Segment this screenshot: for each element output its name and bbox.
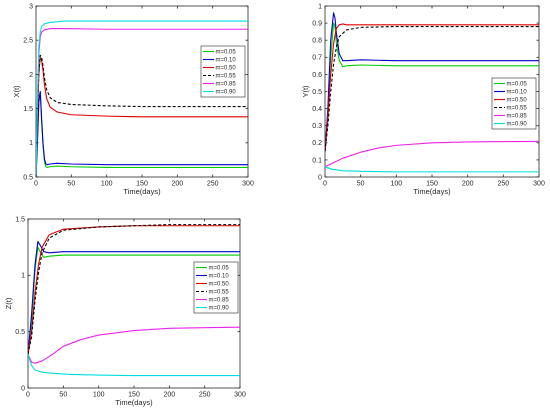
series-line-5 (36, 20, 248, 177)
legend-box (491, 77, 537, 130)
x-axis-label: Time(days) (413, 187, 451, 196)
y-tick-label: 3 (29, 3, 33, 10)
legend-label: m=0.55 (209, 290, 230, 296)
x-tick-label: 100 (101, 181, 113, 188)
y-tick-label: 1 (21, 273, 25, 280)
y-tick-label: 2.5 (23, 38, 33, 45)
x-tick-label: 150 (128, 392, 140, 399)
y-tick-label: 0.2 (312, 140, 322, 147)
x-tick-label: 300 (234, 392, 246, 399)
x-tick-label: 200 (171, 181, 183, 188)
legend-label: m=0.05 (216, 50, 237, 56)
y-tick-label: 0.9 (312, 21, 322, 28)
legend-label: m=0.90 (216, 90, 237, 96)
x-axis-label: Time(days) (115, 398, 153, 407)
series-group (325, 12, 539, 173)
x-tick-label: 0 (323, 181, 327, 188)
legend-label: m=0.10 (216, 58, 237, 64)
y-tick-label: 0.6 (312, 72, 322, 79)
series-line-0 (325, 22, 539, 152)
y-tick-label: 0.4 (312, 106, 322, 113)
x-tick-label: 150 (426, 181, 438, 188)
x-tick-label: 250 (207, 181, 219, 188)
series-line-5 (325, 166, 539, 173)
x-tick-label: 0 (26, 392, 30, 399)
legend-label: m=0.55 (507, 106, 528, 112)
legend-label: m=0.05 (507, 82, 528, 88)
x-tick-label: 250 (497, 181, 509, 188)
y-tick-label: 0.5 (312, 89, 322, 96)
legend-box (193, 261, 239, 314)
x-tick-label: 100 (390, 181, 402, 188)
series-line-3 (325, 25, 539, 152)
series-line-4 (325, 140, 539, 168)
x-tick-label: 50 (357, 181, 365, 188)
y-tick-label: 0.8 (312, 38, 322, 45)
legend-label: m=0.55 (216, 74, 237, 80)
x-tick-label: 200 (163, 392, 175, 399)
legend: m=0.05 m=0.10 m=0.50 m=0.55 m=0.85 m=0.90 (193, 261, 239, 314)
series-line-2 (325, 23, 539, 152)
x-axis-label: Time(days) (123, 187, 161, 196)
legend-label: m=0.50 (209, 282, 230, 288)
series-line-1 (36, 90, 248, 177)
legend: m=0.05 m=0.10 m=0.50 m=0.55 m=0.85 m=0.90 (491, 77, 537, 130)
x-tick-label: 100 (93, 392, 105, 399)
series-line-3 (36, 54, 248, 177)
y-tick-label: 1 (29, 140, 33, 147)
legend-label: m=0.10 (507, 90, 528, 96)
chart-panel-x: 0 50 100 150 200 250 300 0.5 1 1.5 2 2.5 3 Time(days)… (12, 3, 254, 196)
y-tick-label: 1.5 (23, 106, 33, 113)
legend-label: m=0.85 (216, 82, 237, 88)
chart-panel-z: 0 50 100 150 200 250 300 0 0.5 1 1.5 Time(days) Z(t)… (4, 216, 246, 407)
series-group (36, 20, 248, 177)
series-group (28, 224, 240, 377)
legend-label: m=0.85 (209, 298, 230, 304)
legend-label: m=0.85 (507, 114, 528, 120)
series-line-1 (28, 240, 240, 355)
y-tick-label: 0.5 (23, 174, 33, 181)
x-tick-label: 250 (199, 392, 211, 399)
y-tick-label: 1.5 (15, 216, 25, 223)
y-tick-label: 0.3 (312, 123, 322, 130)
x-tick-label: 300 (242, 181, 254, 188)
series-line-2 (28, 225, 240, 355)
legend-label: m=0.50 (507, 98, 528, 104)
y-tick-label: 1 (318, 3, 322, 10)
x-tick-label: 300 (533, 181, 545, 188)
series-line-3 (28, 224, 240, 355)
x-tick-label: 50 (67, 181, 75, 188)
legend-label: m=0.90 (507, 122, 528, 128)
y-tick-label: 0.1 (312, 157, 322, 164)
x-tick-label: 0 (34, 181, 38, 188)
y-tick-label: 0.7 (312, 55, 322, 62)
legend-label: m=0.10 (209, 274, 230, 280)
y-axis-label: Z(t) (4, 297, 13, 309)
x-tick-label: 50 (59, 392, 67, 399)
y-axis-label: X(t) (12, 85, 21, 98)
legend-label: m=0.90 (209, 306, 230, 312)
legend-box (200, 45, 246, 98)
x-tick-label: 150 (136, 181, 148, 188)
legend: m=0.05 m=0.10 m=0.50 m=0.55 m=0.85 m=0.90 (200, 45, 246, 98)
chart-panel-y: 0 50 100 150 200 250 300 0 0.1 0.2 0.3 0.4 0.5 0.6 0.7… (301, 3, 545, 196)
y-tick-label: 2 (29, 72, 33, 79)
legend-label: m=0.05 (209, 266, 230, 272)
series-line-4 (28, 326, 240, 364)
y-axis-label: Y(t) (301, 85, 310, 98)
series-line-5 (28, 354, 240, 377)
y-tick-label: 0 (21, 385, 25, 392)
y-tick-label: 0 (318, 174, 322, 181)
legend-label: m=0.50 (216, 66, 237, 72)
series-line-1 (325, 12, 539, 152)
x-tick-label: 200 (462, 181, 474, 188)
y-tick-label: 0.5 (15, 329, 25, 336)
